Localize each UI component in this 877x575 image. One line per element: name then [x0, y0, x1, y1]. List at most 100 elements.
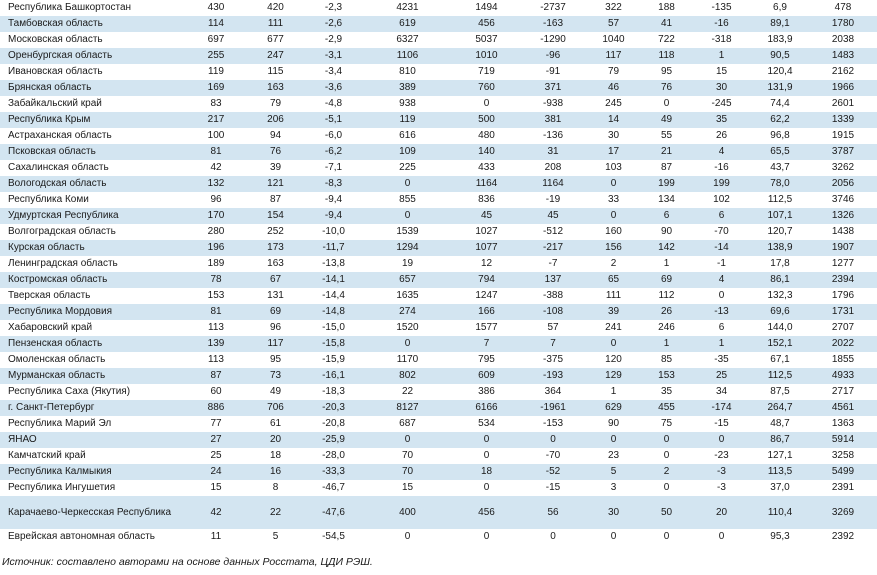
region-name-cell: Московская область: [0, 32, 186, 48]
value-cell: 129: [586, 368, 641, 384]
value-cell: 5: [586, 464, 641, 480]
value-cell: 364: [520, 384, 586, 400]
value-cell: 760: [453, 80, 520, 96]
value-cell: 1796: [809, 288, 877, 304]
value-cell: -96: [520, 48, 586, 64]
value-cell: -5,1: [305, 112, 362, 128]
value-cell: 280: [186, 224, 246, 240]
value-cell: 153: [186, 288, 246, 304]
value-cell: -153: [520, 416, 586, 432]
value-cell: -14,8: [305, 304, 362, 320]
value-cell: 1780: [809, 16, 877, 32]
value-cell: 1326: [809, 208, 877, 224]
value-cell: -512: [520, 224, 586, 240]
value-cell: 246: [641, 320, 692, 336]
value-cell: 247: [246, 48, 305, 64]
value-cell: 76: [641, 80, 692, 96]
region-name-cell: Хабаровский край: [0, 320, 186, 336]
value-cell: 1106: [362, 48, 453, 64]
region-name-cell: Волгоградская область: [0, 224, 186, 240]
value-cell: 478: [809, 0, 877, 16]
value-cell: 90: [641, 224, 692, 240]
value-cell: 657: [362, 272, 453, 288]
value-cell: 90,5: [751, 48, 809, 64]
value-cell: 61: [246, 416, 305, 432]
value-cell: 24: [186, 464, 246, 480]
value-cell: 371: [520, 80, 586, 96]
value-cell: -3,4: [305, 64, 362, 80]
value-cell: 79: [246, 96, 305, 112]
table-body: Республика Башкортостан 430 420 -2,3 4231 149…: [0, 0, 877, 545]
value-cell: 1077: [453, 240, 520, 256]
value-cell: 163: [246, 80, 305, 96]
value-cell: 4933: [809, 368, 877, 384]
value-cell: 85: [641, 352, 692, 368]
value-cell: 57: [586, 16, 641, 32]
table-row: ЯНАО 27 20 -25,9 0 0 0 0 0 0 86,7 5914: [0, 432, 877, 448]
value-cell: 95,3: [751, 529, 809, 545]
value-cell: 100: [186, 128, 246, 144]
value-cell: 17: [586, 144, 641, 160]
value-cell: -2,9: [305, 32, 362, 48]
value-cell: 217: [186, 112, 246, 128]
value-cell: 5037: [453, 32, 520, 48]
value-cell: 1577: [453, 320, 520, 336]
value-cell: 112,5: [751, 368, 809, 384]
region-name-cell: Костромская область: [0, 272, 186, 288]
value-cell: 1247: [453, 288, 520, 304]
value-cell: 0: [586, 529, 641, 545]
value-cell: 794: [453, 272, 520, 288]
value-cell: 241: [586, 320, 641, 336]
region-name-cell: Республика Калмыкия: [0, 464, 186, 480]
value-cell: 1: [692, 48, 751, 64]
region-name-cell: Республика Марий Эл: [0, 416, 186, 432]
value-cell: 389: [362, 80, 453, 96]
value-cell: 111: [586, 288, 641, 304]
value-cell: 17,8: [751, 256, 809, 272]
value-cell: 112: [641, 288, 692, 304]
value-cell: 152,1: [751, 336, 809, 352]
value-cell: 719: [453, 64, 520, 80]
value-cell: 208: [520, 160, 586, 176]
value-cell: 1294: [362, 240, 453, 256]
value-cell: 46: [586, 80, 641, 96]
value-cell: 697: [186, 32, 246, 48]
value-cell: 76: [246, 144, 305, 160]
value-cell: 0: [362, 176, 453, 192]
value-cell: 0: [520, 432, 586, 448]
table-row: Республика Крым 217 206 -5,1 119 500 381 14 49 35…: [0, 112, 877, 128]
value-cell: -6,0: [305, 128, 362, 144]
value-cell: 30: [586, 128, 641, 144]
value-cell: 6: [641, 208, 692, 224]
value-cell: -91: [520, 64, 586, 80]
table-row: Забайкальский край 83 79 -4,8 938 0 -938 245 0 -2…: [0, 96, 877, 112]
table-row: Мурманская область 87 73 -16,1 802 609 -193 129…: [0, 368, 877, 384]
value-cell: 6327: [362, 32, 453, 48]
table-row: Республика Башкортостан 430 420 -2,3 4231 149…: [0, 0, 877, 16]
value-cell: 96: [186, 192, 246, 208]
value-cell: 1164: [520, 176, 586, 192]
value-cell: 27: [186, 432, 246, 448]
table-row: Удмуртская Республика 170 154 -9,4 0 45 45 0 6 6 1…: [0, 208, 877, 224]
value-cell: -375: [520, 352, 586, 368]
regions-table: Республика Башкортостан 430 420 -2,3 4231 149…: [0, 0, 877, 545]
value-cell: -13: [692, 304, 751, 320]
value-cell: 0: [641, 448, 692, 464]
value-cell: 78: [186, 272, 246, 288]
value-cell: 113: [186, 320, 246, 336]
value-cell: 96: [246, 320, 305, 336]
region-name-cell: Курская область: [0, 240, 186, 256]
table-row: Псковская область 81 76 -6,2 109 140 31 17 21 4 65…: [0, 144, 877, 160]
value-cell: -7: [520, 256, 586, 272]
value-cell: -70: [520, 448, 586, 464]
value-cell: 95: [246, 352, 305, 368]
value-cell: 86,1: [751, 272, 809, 288]
value-cell: 456: [453, 16, 520, 32]
value-cell: 1966: [809, 80, 877, 96]
value-cell: 5: [246, 529, 305, 545]
value-cell: 39: [246, 160, 305, 176]
value-cell: 109: [362, 144, 453, 160]
table-row: Омоленская область 113 95 -15,9 1170 795 -375 1…: [0, 352, 877, 368]
value-cell: 3746: [809, 192, 877, 208]
value-cell: -23: [692, 448, 751, 464]
